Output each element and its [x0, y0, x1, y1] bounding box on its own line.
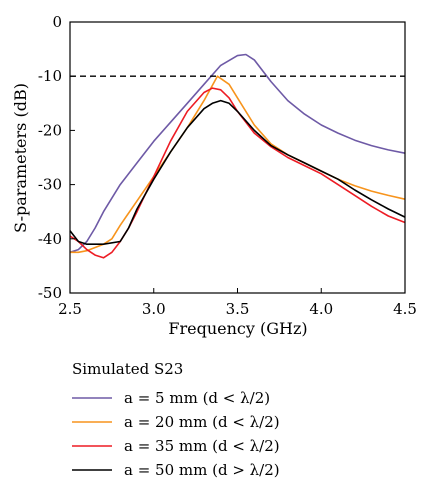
legend-label-1: a = 5 mm (d < λ/2) [124, 389, 270, 407]
legend-label-4: a = 50 mm (d > λ/2) [124, 461, 280, 479]
y-tick-label: -40 [38, 230, 62, 248]
axis-ticks-group: 2.5 3.0 3.5 4.0 4.5 0 -10 -20 -30 -40 -50 [38, 13, 417, 318]
series-line-3 [69, 87, 406, 259]
series-line-1 [69, 53, 406, 254]
legend-label-3: a = 35 mm (d < λ/2) [124, 437, 280, 455]
legend-label-2: a = 20 mm (d < λ/2) [124, 413, 280, 431]
legend: a = 5 mm (d < λ/2) a = 20 mm (d < λ/2) a =… [72, 389, 280, 479]
plot-frame [69, 21, 406, 294]
x-axis-title: Frequency (GHz) [168, 319, 307, 338]
series-line-2 [70, 75, 406, 254]
series-line-4 [69, 99, 406, 245]
y-tick-label: -30 [38, 176, 62, 194]
x-tick-label: 3.0 [142, 300, 166, 318]
x-tick-label: 3.5 [226, 300, 250, 318]
plot-series-group [69, 53, 406, 259]
y-axis-title: S-parameters (dB) [11, 83, 30, 233]
x-tick-label: 2.5 [58, 300, 82, 318]
x-tick-label: 4.5 [393, 300, 417, 318]
y-tick-label: -20 [38, 121, 62, 139]
y-tick-label: -10 [38, 67, 62, 85]
y-tick-label: 0 [52, 13, 62, 31]
legend-title: Simulated S23 [72, 360, 183, 378]
y-tick-label: -50 [38, 284, 62, 302]
x-tick-label: 4.0 [309, 300, 333, 318]
